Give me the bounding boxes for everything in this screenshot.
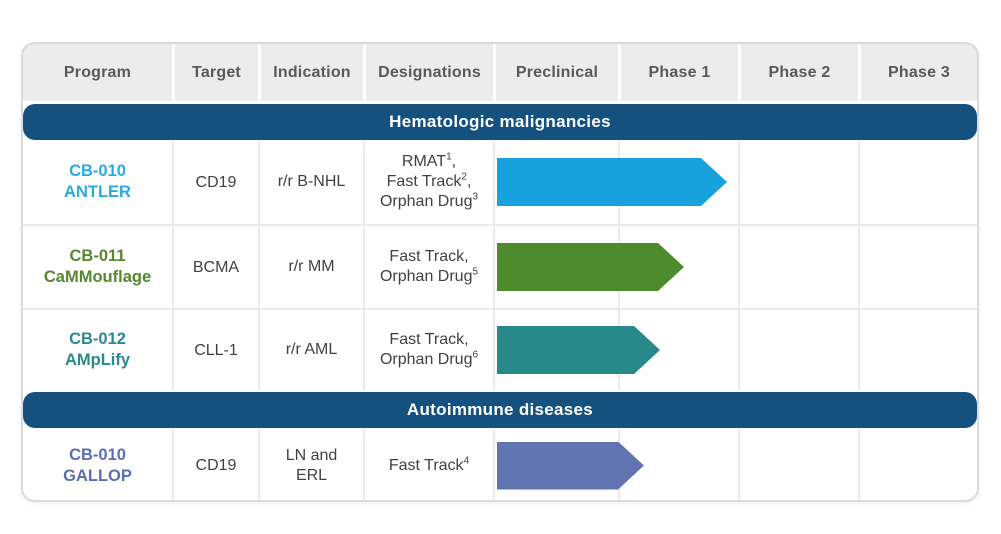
timeline-cell-phase-2 <box>738 226 858 308</box>
program-trial-name: AMpLify <box>64 351 131 369</box>
header-cell-phase-3: Phase 3 <box>858 44 977 101</box>
timeline-cell-preclinical <box>493 428 618 500</box>
program-name[interactable]: CB-011 CaMMouflage <box>44 246 151 288</box>
timeline-cell-preclinical <box>493 140 618 224</box>
header-cell-phase-1: Phase 1 <box>618 44 738 101</box>
progress-arrow <box>497 442 644 490</box>
program-name[interactable]: CB-012 AMpLify <box>65 329 130 371</box>
designation: Orphan Drug5 <box>379 266 479 285</box>
pipeline-row-cb-010-antler: CB-010 ANTLER CD19 r/r B-NHL RMAT1, Fast… <box>23 140 977 224</box>
program-trial-name: GALLOP <box>63 466 132 485</box>
designation: Orphan Drug3 <box>379 191 479 210</box>
program-code: CB-012 <box>69 330 126 348</box>
program-code: CB-011 <box>69 247 126 265</box>
target-cell: CLL-1 <box>172 310 258 390</box>
pipeline-row-cb-011-cammouflage: CB-011 CaMMouflage BCMA r/r MM Fast Trac… <box>23 224 977 308</box>
header-cell-designations: Designations <box>363 44 493 101</box>
progress-arrow <box>497 326 660 374</box>
section-bar-autoimmune-diseases: Autoimmune diseases <box>23 392 977 428</box>
timeline-cell-phase-3 <box>858 140 977 224</box>
header-cell-phase-2: Phase 2 <box>738 44 858 101</box>
progress-arrow <box>497 243 684 291</box>
timeline-cell-phase-2 <box>738 310 858 390</box>
program-code: CB-010 <box>69 445 126 464</box>
indication-line: ERL <box>295 466 328 484</box>
program-name[interactable]: CB-010 GALLOP <box>63 445 132 487</box>
program-trial-name: ANTLER <box>64 183 131 201</box>
designation: Fast Track4 <box>388 455 470 474</box>
timeline-cell-phase-2 <box>738 428 858 500</box>
program-trial-name: CaMMouflage <box>43 268 152 286</box>
indication-cell: r/r B-NHL <box>258 140 363 224</box>
target-cell: CD19 <box>172 140 258 224</box>
target-cell: BCMA <box>172 226 258 308</box>
indication-line: r/r B-NHL <box>277 173 346 190</box>
header-cell-program: Program <box>23 44 172 101</box>
timeline-cell-preclinical <box>493 226 618 308</box>
designations-cell: Fast Track, Orphan Drug6 <box>363 310 493 390</box>
timeline-cell-phase-3 <box>858 226 977 308</box>
designations-cell: Fast Track, Orphan Drug5 <box>363 226 493 308</box>
indication-line: r/r AML <box>285 341 338 358</box>
designation: Fast Track, <box>389 331 469 348</box>
table-header: Program Target Indication Designations P… <box>23 44 977 101</box>
program-name[interactable]: CB-010 ANTLER <box>64 161 131 203</box>
indication-line: LN and <box>285 446 338 464</box>
header-cell-indication: Indication <box>258 44 363 101</box>
program-code: CB-010 <box>69 162 126 180</box>
designation: RMAT1, <box>401 151 457 170</box>
designation: Fast Track, <box>389 248 469 265</box>
indication-cell: r/r AML <box>258 310 363 390</box>
designations-cell: RMAT1, Fast Track2, Orphan Drug3 <box>363 140 493 224</box>
timeline-cell-phase-2 <box>738 140 858 224</box>
pipeline-row-cb-012-amplify: CB-012 AMpLify CLL-1 r/r AML Fast Track,… <box>23 308 977 390</box>
timeline-cell-phase-3 <box>858 428 977 500</box>
timeline-cell-preclinical <box>493 310 618 390</box>
indication-cell: LN and ERL <box>258 428 363 500</box>
pipeline-row-cb-010-gallop: CB-010 GALLOP CD19 LN and ERL Fast Track… <box>23 428 977 500</box>
target-cell: CD19 <box>172 428 258 500</box>
section-bar-hematologic-malignancies: Hematologic malignancies <box>23 104 977 140</box>
header-cell-target: Target <box>172 44 258 101</box>
designation: Orphan Drug6 <box>379 349 479 368</box>
designations-cell: Fast Track4 <box>363 428 493 500</box>
designation: Fast Track2, <box>386 171 472 190</box>
header-cell-preclinical: Preclinical <box>493 44 618 101</box>
progress-arrow <box>497 158 727 206</box>
indication-line: r/r MM <box>288 258 335 275</box>
pipeline-table: Program Target Indication Designations P… <box>21 42 979 502</box>
indication-cell: r/r MM <box>258 226 363 308</box>
timeline-cell-phase-3 <box>858 310 977 390</box>
